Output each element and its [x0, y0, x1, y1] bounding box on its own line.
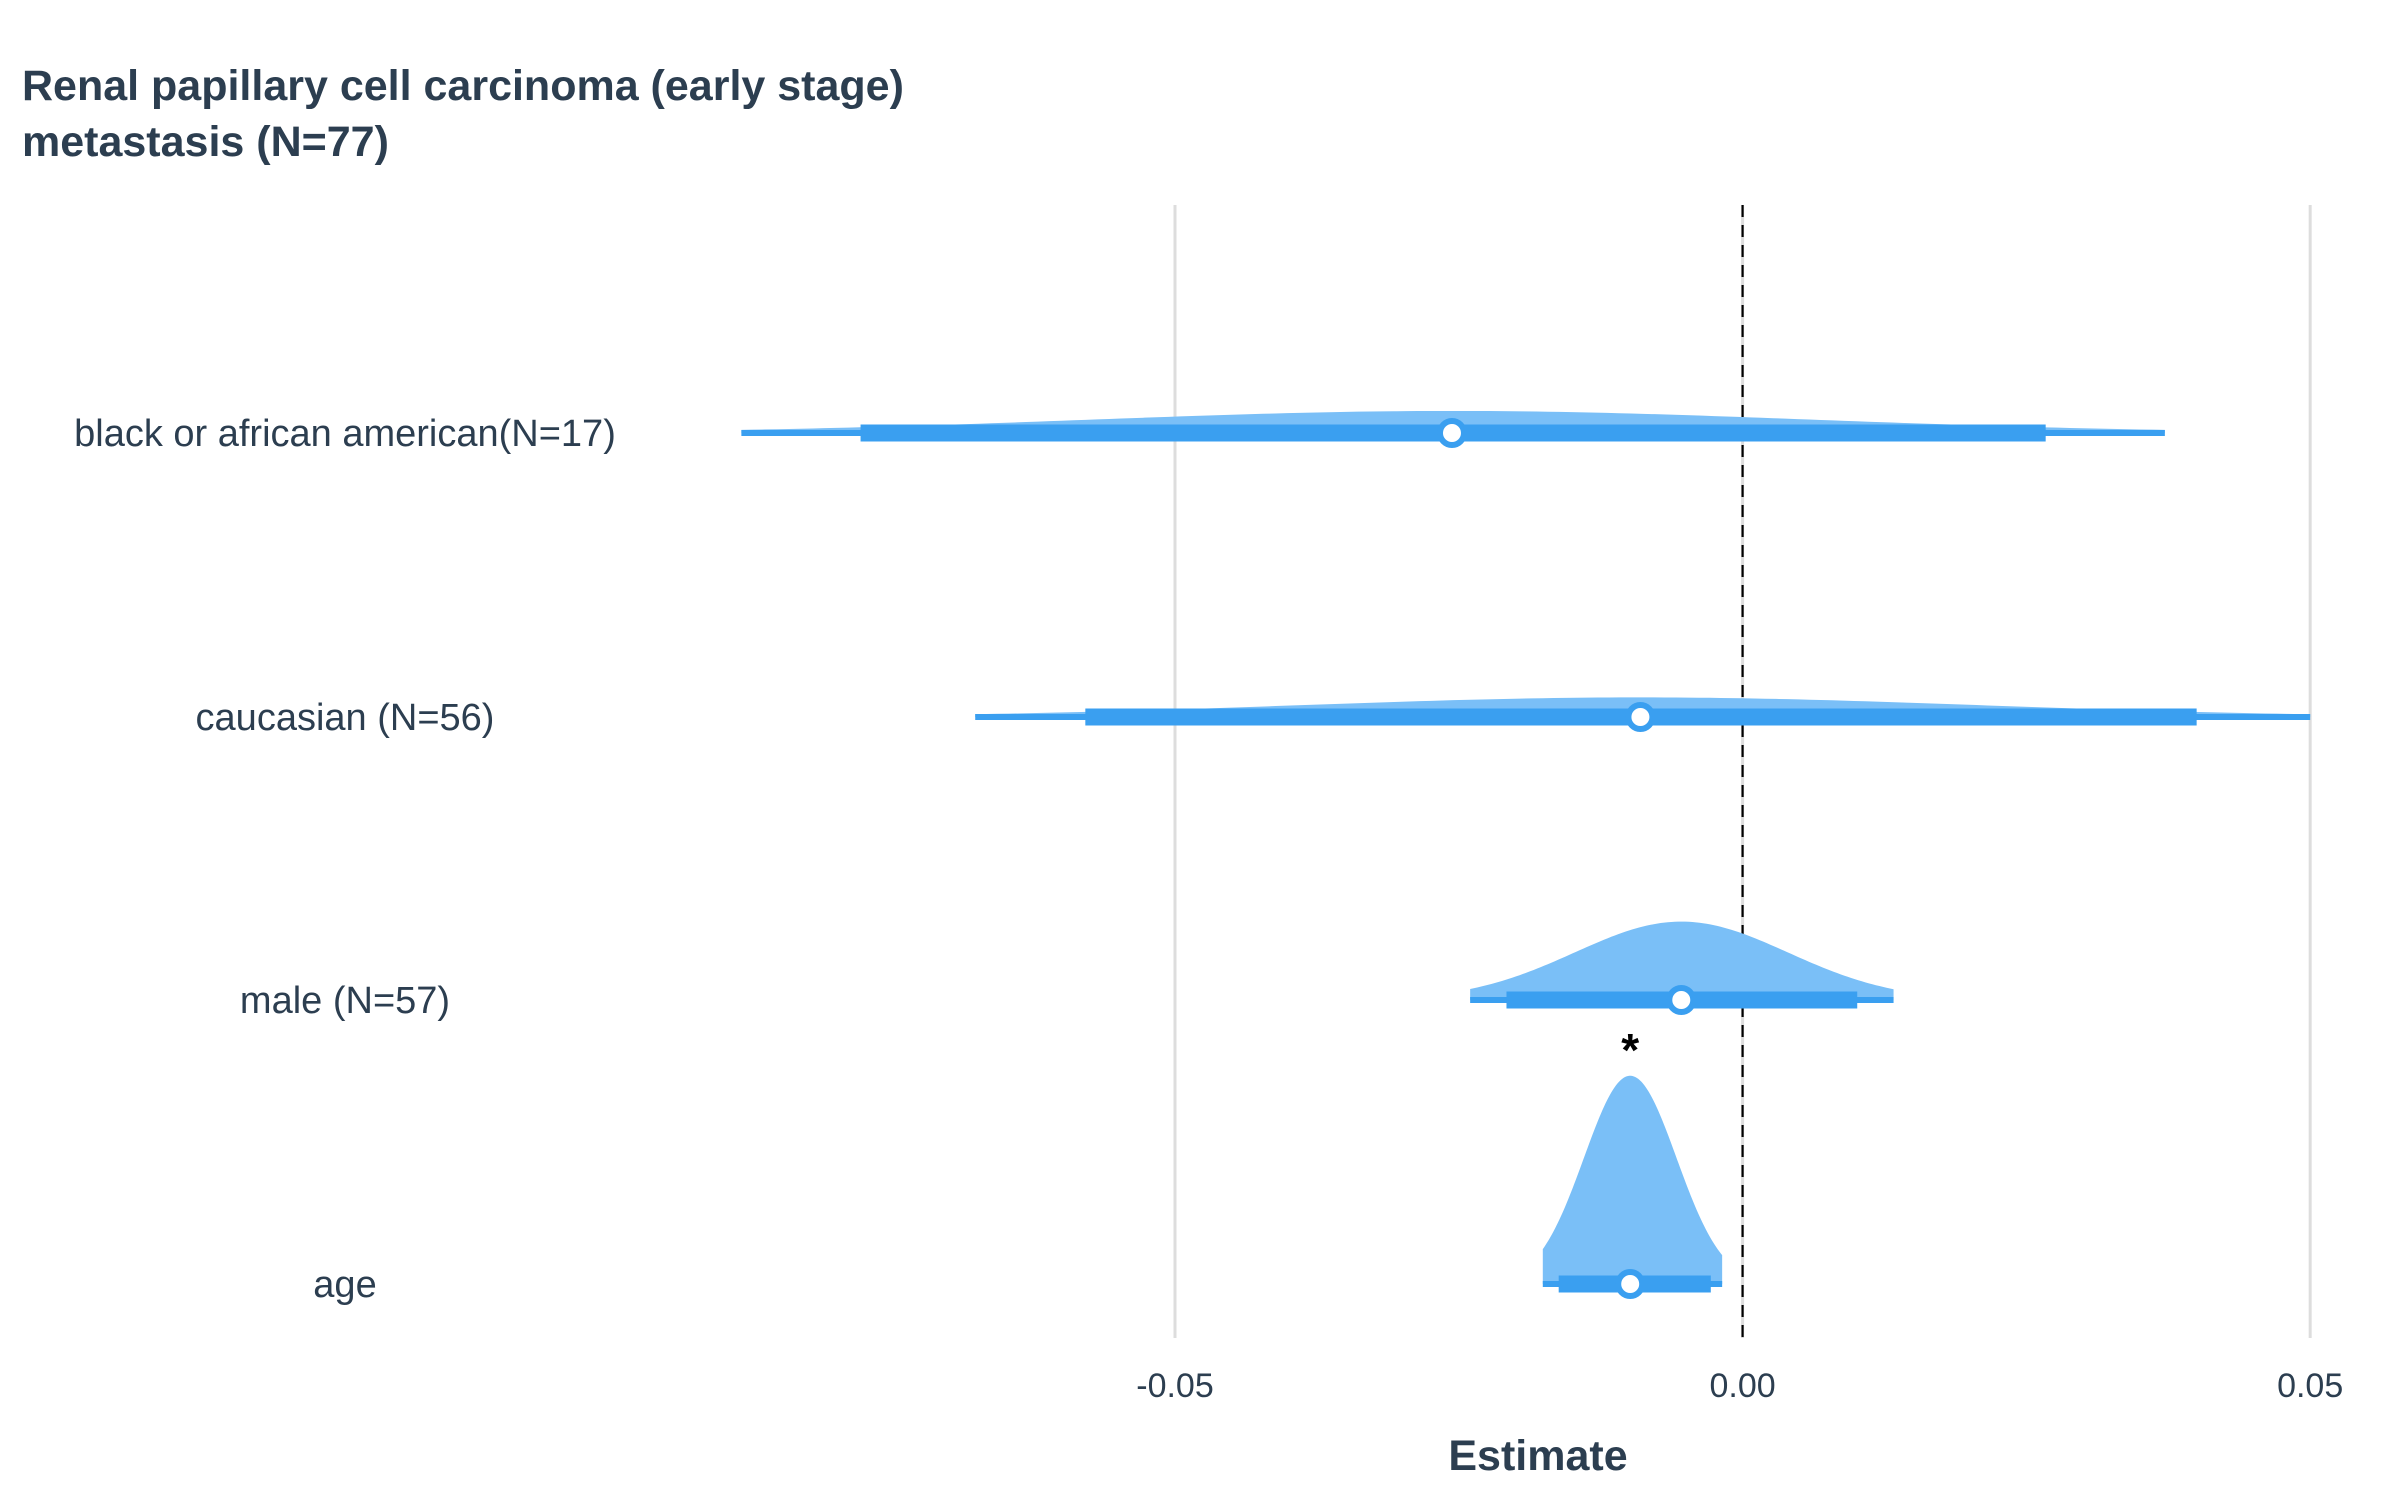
- density-shape: [1542, 1075, 1723, 1284]
- x-tick-label: -0.05: [1136, 1367, 1214, 1405]
- chart-title-line-1: Renal papillary cell carcinoma (early st…: [22, 62, 904, 110]
- x-tick-label: 0.05: [2277, 1367, 2343, 1405]
- significance-mark: *: [1621, 1024, 1639, 1076]
- chart-title-line-2: metastasis (N=77): [22, 118, 389, 166]
- plot-row: caucasian (N=56): [196, 697, 2311, 739]
- x-tick-label: 0.00: [1709, 1367, 1775, 1405]
- category-label: black or african american(N=17): [74, 413, 616, 455]
- plot-row: male (N=57): [240, 921, 1894, 1022]
- plot-rows: black or african american(N=17) caucasian…: [74, 410, 2311, 1306]
- plot-row: black or african american(N=17): [74, 410, 2165, 455]
- x-axis-ticks: -0.05 0.00 0.05: [1136, 1367, 2343, 1405]
- point-estimate: [1615, 1269, 1646, 1299]
- point-estimate: [1666, 985, 1697, 1015]
- category-label: male (N=57): [240, 980, 450, 1022]
- category-label: caucasian (N=56): [196, 697, 495, 739]
- density-shape: [1470, 921, 1894, 1000]
- point-estimate: [1436, 418, 1467, 448]
- category-label: age: [313, 1264, 376, 1306]
- point-estimate: [1625, 702, 1656, 732]
- x-axis-title: Estimate: [1448, 1432, 1627, 1480]
- plot-row: age *: [313, 1024, 1723, 1306]
